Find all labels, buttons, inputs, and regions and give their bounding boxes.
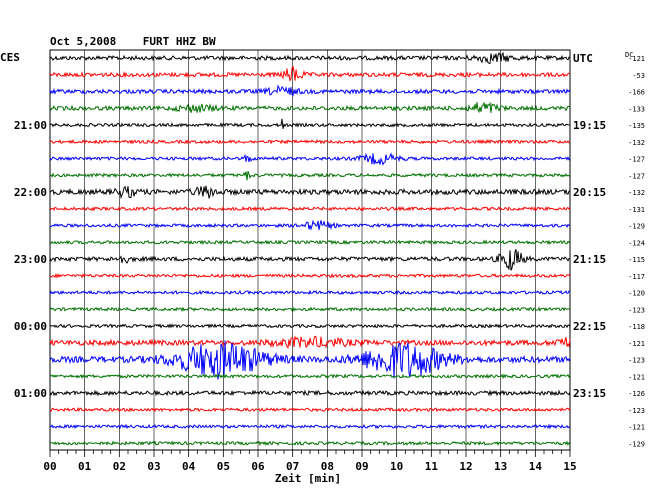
x-tick-label: 08 xyxy=(321,460,334,473)
right-time-label: 23:15 xyxy=(573,387,606,400)
x-tick-label: 00 xyxy=(43,460,56,473)
dc-offset-label: -133 xyxy=(628,105,645,113)
x-tick-label: 01 xyxy=(78,460,92,473)
seismic-trace xyxy=(49,101,571,114)
dc-offset-label: -129 xyxy=(628,223,645,231)
dc-offset-label: -123 xyxy=(628,357,645,365)
x-tick-label: 10 xyxy=(390,460,403,473)
seismic-trace xyxy=(49,205,571,212)
seismic-trace xyxy=(49,423,571,430)
right-time-label: 20:15 xyxy=(573,186,606,199)
dc-offset-label: -129 xyxy=(628,440,645,448)
left-time-label: 00:00 xyxy=(14,320,47,333)
seismic-trace xyxy=(49,289,571,296)
seismic-trace xyxy=(49,65,571,82)
x-tick-label: 12 xyxy=(459,460,472,473)
seismic-trace xyxy=(49,171,571,181)
dc-offset-label: -126 xyxy=(628,390,645,398)
x-tick-label: 05 xyxy=(217,460,230,473)
x-tick-label: 02 xyxy=(113,460,126,473)
x-tick-label: 04 xyxy=(182,460,196,473)
dc-offset-label: -115 xyxy=(628,256,645,264)
dc-offset-label: -135 xyxy=(628,122,645,130)
dc-label: DC xyxy=(625,51,633,59)
dc-offset-label: -53 xyxy=(632,72,645,80)
seismic-trace xyxy=(49,335,571,349)
seismic-trace xyxy=(49,138,571,145)
dc-offset-label: -118 xyxy=(628,323,645,331)
left-axis-label: CES xyxy=(0,51,20,64)
dc-offset-label: -166 xyxy=(628,89,645,97)
dc-offset-label: -131 xyxy=(628,206,645,214)
seismic-trace xyxy=(49,306,571,313)
plot-grid xyxy=(49,49,571,457)
plot-labels: Oct 5,2008 FURT HHZ BW CES DC Zeit [min]… xyxy=(0,35,645,485)
seismic-trace xyxy=(49,249,571,271)
right-time-label: UTC xyxy=(573,52,593,65)
seismic-trace xyxy=(49,118,571,129)
seismic-traces xyxy=(49,51,571,447)
right-time-label: 22:15 xyxy=(573,320,606,333)
left-time-label: 22:00 xyxy=(14,186,47,199)
dc-offset-label: -127 xyxy=(628,156,645,164)
x-axis-title: Zeit [min] xyxy=(275,472,341,485)
seismic-trace xyxy=(49,239,571,246)
dc-offset-label: -132 xyxy=(628,189,645,197)
seismic-trace xyxy=(49,440,571,447)
right-time-label: 21:15 xyxy=(573,253,606,266)
x-tick-label: 15 xyxy=(563,460,576,473)
seismic-trace xyxy=(49,152,571,166)
dc-offset-label: -121 xyxy=(628,340,645,348)
dc-offset-label: -121 xyxy=(628,55,645,63)
seismic-trace xyxy=(49,373,571,380)
chart-title: Oct 5,2008 FURT HHZ BW xyxy=(50,35,216,48)
seismic-trace xyxy=(49,185,571,200)
dc-offset-label: -123 xyxy=(628,407,645,415)
left-time-label: 23:00 xyxy=(14,253,47,266)
x-tick-label: 11 xyxy=(425,460,439,473)
dc-offset-label: -132 xyxy=(628,139,645,147)
seismic-trace xyxy=(49,51,571,64)
x-tick-label: 06 xyxy=(251,460,265,473)
x-tick-label: 07 xyxy=(286,460,299,473)
seismic-trace xyxy=(49,323,571,329)
x-tick-label: 03 xyxy=(147,460,160,473)
left-time-label: 01:00 xyxy=(14,387,47,400)
seismic-trace xyxy=(49,389,571,397)
seismic-trace xyxy=(49,406,571,413)
dc-offset-label: -123 xyxy=(628,306,645,314)
left-time-label: 21:00 xyxy=(14,119,47,132)
x-tick-label: 09 xyxy=(355,460,368,473)
seismic-trace xyxy=(49,340,571,380)
seismic-trace xyxy=(49,219,571,231)
right-time-label: 19:15 xyxy=(573,119,606,132)
seismic-trace xyxy=(49,272,571,279)
dc-offset-label: -121 xyxy=(628,424,645,432)
plot-frame xyxy=(49,49,571,451)
x-tick-label: 13 xyxy=(494,460,507,473)
x-tick-label: 14 xyxy=(529,460,543,473)
dc-offset-label: -121 xyxy=(628,373,645,381)
dc-offset-label: -120 xyxy=(628,290,645,298)
dc-offset-label: -124 xyxy=(628,239,645,247)
dc-offset-label: -117 xyxy=(628,273,645,281)
dc-offset-label: -127 xyxy=(628,172,645,180)
seismic-trace xyxy=(49,84,571,97)
